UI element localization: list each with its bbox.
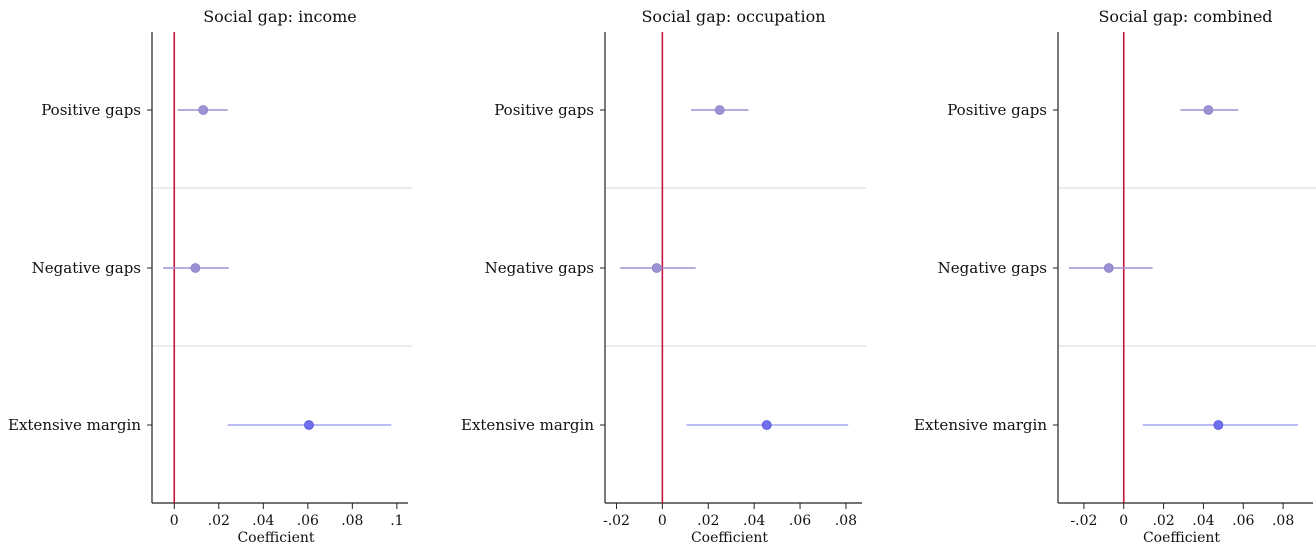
x-tick-label: .02 [697, 513, 719, 529]
y-tick-label: Negative gaps [32, 259, 141, 277]
x-tick-label: .06 [1232, 513, 1254, 529]
x-tick-label: .04 [743, 513, 765, 529]
x-tick-label: .08 [1272, 513, 1294, 529]
x-tick-label: .08 [341, 513, 363, 529]
x-tick-label: 0 [658, 513, 667, 529]
x-tick-label: .04 [252, 513, 274, 529]
x-tick-label: .06 [297, 513, 319, 529]
point-estimate [1103, 263, 1114, 273]
panel-title: Social gap: occupation [641, 7, 825, 26]
y-tick-label: Positive gaps [947, 101, 1047, 119]
x-axis-label: Coefficient [691, 530, 768, 546]
x-tick-label: 0 [170, 513, 179, 529]
y-tick-label: Negative gaps [938, 259, 1047, 277]
y-tick-label: Positive gaps [494, 101, 594, 119]
x-tick-label: .04 [1192, 513, 1214, 529]
point-estimate [761, 420, 772, 430]
y-tick-label: Negative gaps [485, 259, 594, 277]
point-estimate [1213, 420, 1224, 430]
y-tick-label: Extensive margin [8, 416, 141, 434]
point-estimate [304, 420, 314, 430]
x-tick-label: 0 [1119, 513, 1128, 529]
y-tick-label: Extensive margin [461, 416, 594, 434]
point-estimate [651, 263, 662, 273]
y-tick-label: Positive gaps [41, 101, 141, 119]
x-tick-label: -.02 [1070, 513, 1097, 529]
x-tick-label: -.02 [603, 513, 630, 529]
x-tick-label: .1 [390, 513, 403, 529]
x-axis-label: Coefficient [1143, 530, 1220, 546]
x-axis-label: Coefficient [237, 530, 314, 546]
x-tick-label: .08 [835, 513, 857, 529]
x-tick-label: .02 [208, 513, 230, 529]
panel-title: Social gap: income [203, 7, 357, 26]
point-estimate [714, 105, 725, 115]
x-tick-label: .06 [789, 513, 811, 529]
x-tick-label: .02 [1152, 513, 1174, 529]
point-estimate [198, 105, 209, 115]
panel-title: Social gap: combined [1098, 7, 1272, 26]
point-estimate [1203, 105, 1214, 115]
point-estimate [190, 263, 201, 273]
y-tick-label: Extensive margin [914, 416, 1047, 434]
